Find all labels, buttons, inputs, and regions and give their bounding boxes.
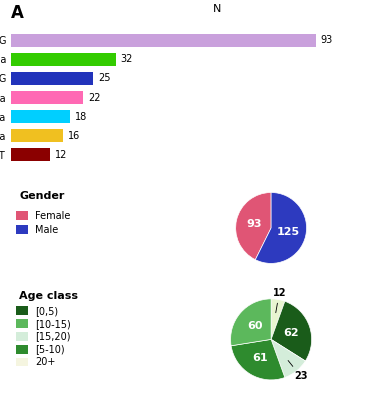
Wedge shape [271,301,311,361]
Wedge shape [231,339,285,380]
Bar [11,53,116,66]
Bar [11,34,316,47]
Text: 25: 25 [98,74,110,84]
Legend: Female, Male: Female, Male [16,211,71,234]
Text: 61: 61 [253,353,268,363]
Text: 93: 93 [321,35,333,45]
Wedge shape [271,299,285,339]
Text: 12: 12 [55,150,68,160]
Text: 16: 16 [68,131,81,140]
Text: N: N [213,4,221,14]
Legend: [0,5), [10-15), [15,20), [5-10), 20+: [0,5), [10-15), [15,20), [5-10), 20+ [16,306,71,367]
Wedge shape [231,299,271,346]
Text: 62: 62 [283,328,299,338]
Bar [11,148,50,161]
Text: A: A [11,4,24,22]
Text: 22: 22 [88,92,101,103]
Bar [11,91,83,104]
Wedge shape [236,193,271,260]
Text: 23: 23 [288,361,307,381]
Wedge shape [271,339,305,378]
Text: 32: 32 [121,55,133,64]
Text: 93: 93 [246,219,262,229]
Text: 18: 18 [75,111,87,121]
Text: 125: 125 [277,227,300,237]
Bar [11,72,93,85]
Text: Age class: Age class [19,291,78,301]
Text: 12: 12 [273,288,286,313]
Text: 60: 60 [247,321,263,331]
Bar [11,129,63,142]
Bar [11,110,70,123]
Text: Gender: Gender [19,191,65,201]
Wedge shape [255,193,307,263]
